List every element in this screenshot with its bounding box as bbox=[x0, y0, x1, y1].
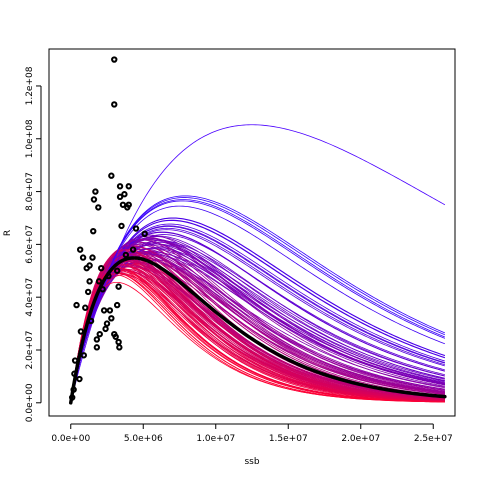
data-point bbox=[116, 193, 124, 201]
data-point bbox=[100, 307, 108, 314]
bootstrap-curve bbox=[70, 245, 445, 403]
bootstrap-curve bbox=[70, 236, 445, 403]
y-tick-label: 2.0e+07 bbox=[25, 331, 35, 370]
data-point bbox=[125, 183, 132, 190]
data-point bbox=[89, 254, 96, 261]
x-axis: 0.0e+00 5.0e+06 1.0e+07 1.5e+07 2.0e+07 2.5e+… bbox=[51, 423, 453, 444]
data-point bbox=[111, 101, 118, 108]
bootstrap-curve bbox=[70, 264, 445, 403]
bootstrap-curve bbox=[70, 124, 446, 403]
bootstrap-curve bbox=[70, 219, 445, 403]
bootstrap-curve bbox=[70, 238, 445, 403]
bootstrap-curve bbox=[70, 205, 445, 403]
data-point bbox=[113, 301, 121, 309]
bootstrap-curve bbox=[70, 261, 445, 403]
data-point bbox=[76, 375, 83, 383]
bootstrap-curve bbox=[70, 267, 445, 403]
bootstrap-curve bbox=[70, 253, 445, 403]
y-tick-label: 1.0e+08 bbox=[25, 119, 35, 158]
data-point bbox=[86, 262, 93, 269]
y-tick-label: 8.0e+07 bbox=[25, 172, 35, 211]
data-point bbox=[113, 267, 121, 274]
data-point bbox=[116, 344, 123, 351]
data-point bbox=[90, 196, 98, 203]
data-point bbox=[103, 320, 111, 327]
bootstrap-curve bbox=[70, 231, 445, 403]
data-point bbox=[132, 225, 140, 232]
y-tick-label: 1.2e+08 bbox=[25, 66, 35, 105]
data-point bbox=[108, 315, 115, 322]
data-point bbox=[118, 222, 125, 230]
x-tick-label: 5.0e+06 bbox=[124, 434, 163, 444]
data-point bbox=[82, 304, 89, 311]
plot-frame bbox=[48, 48, 456, 417]
data-point bbox=[96, 330, 103, 338]
data-point bbox=[90, 227, 97, 235]
y-axis-title: R bbox=[3, 230, 13, 236]
fitted-curve bbox=[69, 256, 447, 405]
data-point bbox=[79, 254, 87, 261]
bootstrap-curve bbox=[70, 252, 445, 403]
data-point bbox=[93, 344, 101, 351]
bootstrap-curve bbox=[70, 195, 446, 403]
bootstrap-curve bbox=[70, 281, 445, 403]
data-point bbox=[106, 307, 114, 314]
data-point bbox=[115, 338, 122, 346]
data-point bbox=[95, 204, 102, 211]
data-point bbox=[92, 188, 99, 195]
x-tick-label: 2.0e+07 bbox=[341, 434, 380, 444]
x-tick-label: 2.5e+07 bbox=[414, 434, 453, 444]
data-point bbox=[84, 288, 92, 296]
bootstrap-curves bbox=[70, 124, 446, 403]
x-tick-label: 1.5e+07 bbox=[269, 434, 308, 444]
data-point bbox=[125, 201, 132, 208]
fitted-curve-layer bbox=[69, 256, 447, 405]
data-point bbox=[121, 191, 128, 198]
bootstrap-curve bbox=[70, 238, 445, 403]
data-point bbox=[73, 301, 80, 309]
bootstrap-curve bbox=[70, 259, 445, 403]
bootstrap-curve bbox=[70, 261, 445, 403]
bootstrap-curve bbox=[70, 260, 445, 403]
bootstrap-curve bbox=[70, 239, 445, 403]
data-point bbox=[112, 333, 119, 340]
bootstrap-curve bbox=[70, 234, 445, 403]
data-point bbox=[119, 201, 127, 208]
bootstrap-curve bbox=[70, 251, 445, 403]
data-point bbox=[80, 352, 88, 359]
bootstrap-curve bbox=[70, 217, 445, 403]
data-point bbox=[122, 251, 130, 259]
data-point bbox=[116, 183, 124, 190]
bootstrap-curve bbox=[70, 197, 446, 403]
data-point bbox=[86, 278, 93, 285]
data-point bbox=[129, 246, 137, 253]
data-point bbox=[76, 246, 84, 253]
data-point bbox=[141, 230, 148, 238]
data-point bbox=[95, 278, 103, 285]
bootstrap-curve bbox=[70, 264, 445, 403]
y-tick-label: 0.0e+00 bbox=[25, 383, 35, 422]
x-axis-title: ssb bbox=[244, 457, 259, 467]
data-point bbox=[102, 325, 109, 333]
x-tick-label: 0.0e+00 bbox=[51, 434, 90, 444]
y-tick-label: 6.0e+07 bbox=[25, 225, 35, 264]
y-tick-label: 4.0e+07 bbox=[25, 278, 35, 317]
data-point bbox=[77, 328, 85, 335]
data-point bbox=[111, 56, 118, 63]
data-point bbox=[108, 172, 115, 179]
bootstrap-curve bbox=[70, 261, 445, 403]
bootstrap-curve bbox=[70, 227, 445, 403]
bootstrap-curve bbox=[70, 255, 445, 403]
y-axis: 0.0e+00 2.0e+07 4.0e+07 6.0e+07 8.0e+07 1.0e+… bbox=[25, 66, 42, 422]
data-point bbox=[93, 336, 101, 343]
data-point bbox=[98, 264, 105, 272]
x-tick-label: 1.0e+07 bbox=[196, 434, 235, 444]
data-point bbox=[115, 283, 122, 290]
